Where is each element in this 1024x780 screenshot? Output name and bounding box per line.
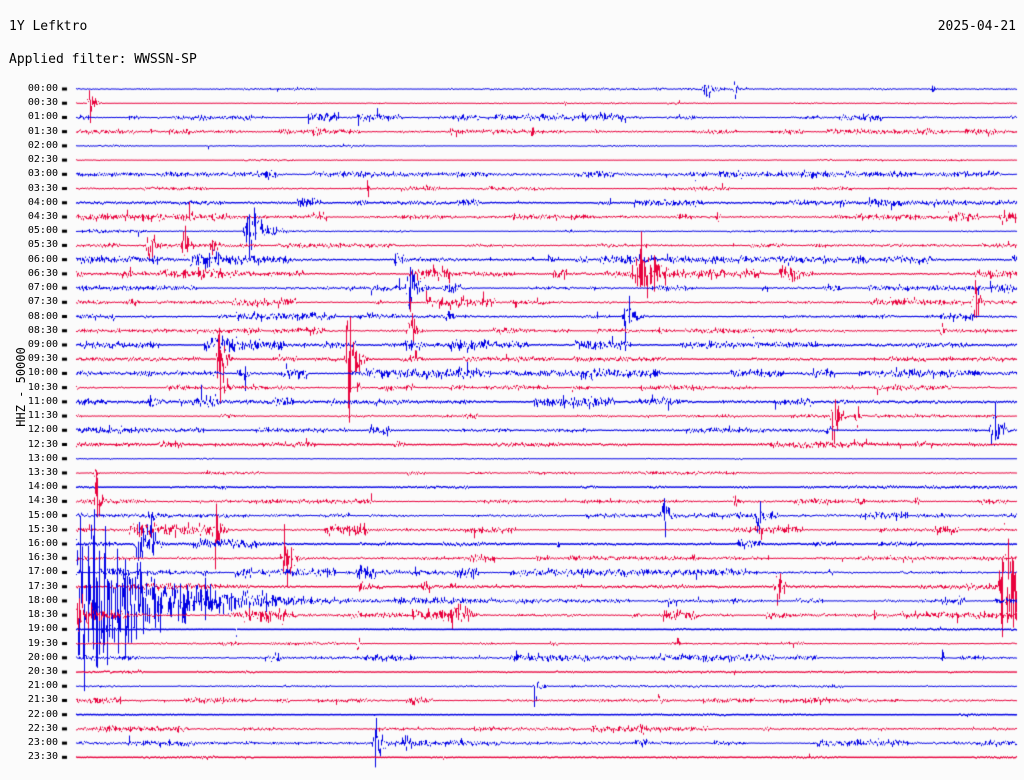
time-tick-00-30: 00:30: [27, 97, 58, 109]
time-tick-00-00: 00:00: [27, 83, 58, 94]
time-tick-06-00: 06:00: [27, 253, 58, 265]
time-tick-18-30: 18:30: [27, 609, 58, 621]
time-tick-01-00: 01:00: [27, 111, 58, 123]
time-tick-23-30: 23:30: [27, 751, 58, 763]
time-tick-11-30: 11:30: [27, 410, 58, 422]
time-tick-20-30: 20:30: [27, 666, 58, 678]
time-tick-20-00: 20:00: [27, 651, 58, 663]
time-tick-17-00: 17:00: [27, 566, 58, 578]
time-tick-22-00: 22:00: [27, 708, 58, 720]
time-tick-13-30: 13:30: [27, 466, 58, 478]
time-tick-21-30: 21:30: [27, 694, 58, 706]
time-tick-21-00: 21:00: [27, 680, 58, 692]
time-tick-09-30: 09:30: [27, 353, 58, 365]
time-tick-05-00: 05:00: [27, 225, 58, 237]
time-tick-18-00: 18:00: [27, 594, 58, 606]
time-tick-07-00: 07:00: [27, 282, 58, 294]
time-tick-19-30: 19:30: [27, 637, 58, 649]
time-tick-13-00: 13:00: [27, 452, 58, 464]
time-tick-06-30: 06:30: [27, 267, 58, 279]
time-tick-14-00: 14:00: [27, 481, 58, 493]
time-tick-04-00: 04:00: [27, 196, 58, 208]
time-tick-03-00: 03:00: [27, 168, 58, 180]
time-tick-10-30: 10:30: [27, 381, 58, 393]
time-tick-11-00: 11:00: [27, 395, 58, 407]
time-tick-07-30: 07:30: [27, 296, 58, 308]
time-tick-12-30: 12:30: [27, 438, 58, 450]
time-tick-14-30: 14:30: [27, 495, 58, 507]
time-tick-05-30: 05:30: [27, 239, 58, 251]
time-tick-03-30: 03:30: [27, 182, 58, 194]
time-tick-08-00: 08:00: [27, 310, 58, 322]
time-tick-17-30: 17:30: [27, 580, 58, 592]
time-tick-10-00: 10:00: [27, 367, 58, 379]
time-tick-02-30: 02:30: [27, 154, 58, 166]
time-tick-12-00: 12:00: [27, 424, 58, 436]
time-tick-01-30: 01:30: [27, 125, 58, 137]
time-tick-16-00: 16:00: [27, 538, 58, 550]
time-tick-02-00: 02:00: [27, 139, 58, 151]
time-tick-09-00: 09:00: [27, 338, 58, 350]
time-tick-23-00: 23:00: [27, 737, 58, 749]
time-tick-08-30: 08:30: [27, 324, 58, 336]
time-tick-15-30: 15:30: [27, 523, 58, 535]
time-tick-04-30: 04:30: [27, 210, 58, 222]
time-tick-16-30: 16:30: [27, 552, 58, 564]
time-tick-19-00: 19:00: [27, 623, 58, 635]
time-tick-22-30: 22:30: [27, 722, 58, 734]
time-tick-15-00: 15:00: [27, 509, 58, 521]
